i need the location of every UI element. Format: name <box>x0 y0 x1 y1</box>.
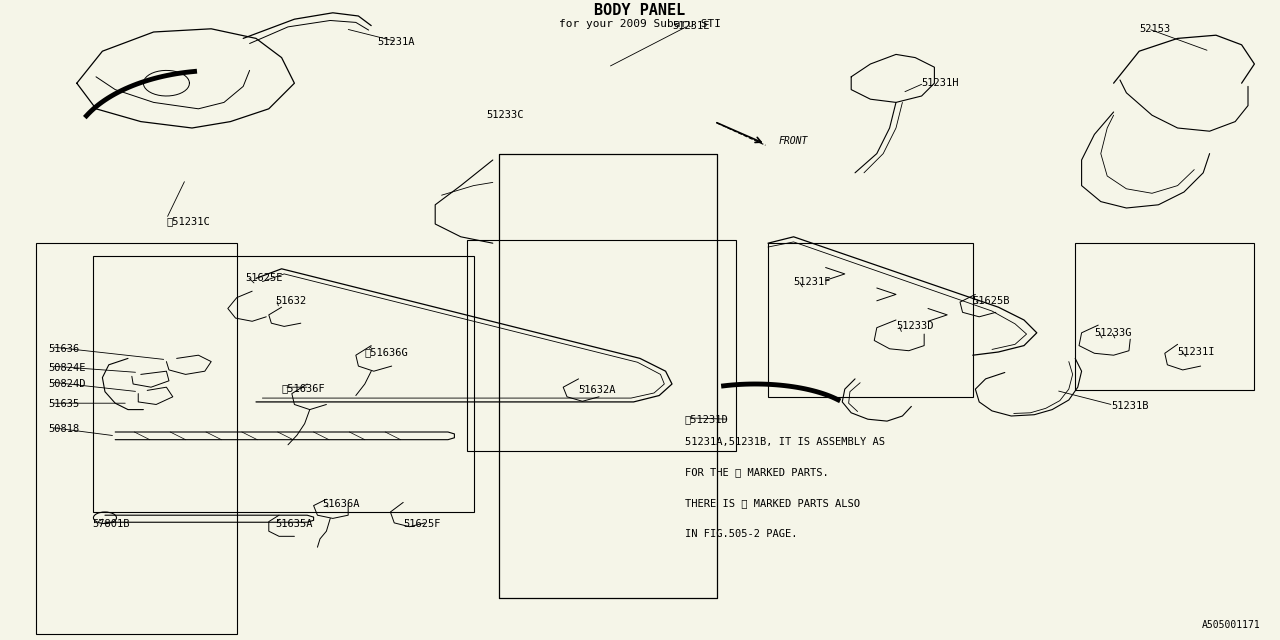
Text: 51233C: 51233C <box>486 110 524 120</box>
Text: 51233G: 51233G <box>1094 328 1132 338</box>
Text: 51636A: 51636A <box>323 499 360 509</box>
Text: 51231F: 51231F <box>794 276 831 287</box>
Text: ※51636G: ※51636G <box>365 347 408 357</box>
Text: 51625B: 51625B <box>973 296 1010 306</box>
Text: 51231E: 51231E <box>672 20 709 31</box>
Text: 51231A: 51231A <box>378 36 415 47</box>
Text: 51231H: 51231H <box>922 78 959 88</box>
Text: ※51231D: ※51231D <box>685 414 728 424</box>
Bar <box>467 240 736 451</box>
Bar <box>36 243 237 634</box>
Text: IN FIG.505-2 PAGE.: IN FIG.505-2 PAGE. <box>685 529 797 539</box>
Text: 51231B: 51231B <box>1111 401 1148 412</box>
Text: 51625F: 51625F <box>403 518 440 529</box>
Text: 52153: 52153 <box>1139 24 1170 34</box>
Bar <box>93 256 474 512</box>
Text: 50818: 50818 <box>49 424 79 434</box>
Text: 51632: 51632 <box>275 296 306 306</box>
Text: for your 2009 Subaru STI: for your 2009 Subaru STI <box>559 19 721 29</box>
Bar <box>768 243 973 397</box>
Text: BODY PANEL: BODY PANEL <box>594 3 686 18</box>
Text: ※51231C: ※51231C <box>166 216 210 226</box>
Text: A505001171: A505001171 <box>1202 620 1261 630</box>
Text: 51233D: 51233D <box>896 321 933 332</box>
Bar <box>1075 243 1254 390</box>
Text: FRONT: FRONT <box>778 136 808 146</box>
Text: 51635: 51635 <box>49 399 79 410</box>
Text: 51231A,51231B, IT IS ASSEMBLY AS: 51231A,51231B, IT IS ASSEMBLY AS <box>685 436 884 447</box>
Text: 51636: 51636 <box>49 344 79 354</box>
Text: THERE IS ※ MARKED PARTS ALSO: THERE IS ※ MARKED PARTS ALSO <box>685 498 860 508</box>
Text: ※51636F: ※51636F <box>282 383 325 394</box>
Text: 57801B: 57801B <box>92 518 129 529</box>
Text: FOR THE ※ MARKED PARTS.: FOR THE ※ MARKED PARTS. <box>685 467 828 477</box>
Text: 51632A: 51632A <box>579 385 616 396</box>
Text: 50824D: 50824D <box>49 379 86 389</box>
Text: 51635A: 51635A <box>275 518 312 529</box>
Text: 50824E: 50824E <box>49 363 86 373</box>
Text: 51625E: 51625E <box>246 273 283 284</box>
Text: 51231I: 51231I <box>1178 347 1215 357</box>
